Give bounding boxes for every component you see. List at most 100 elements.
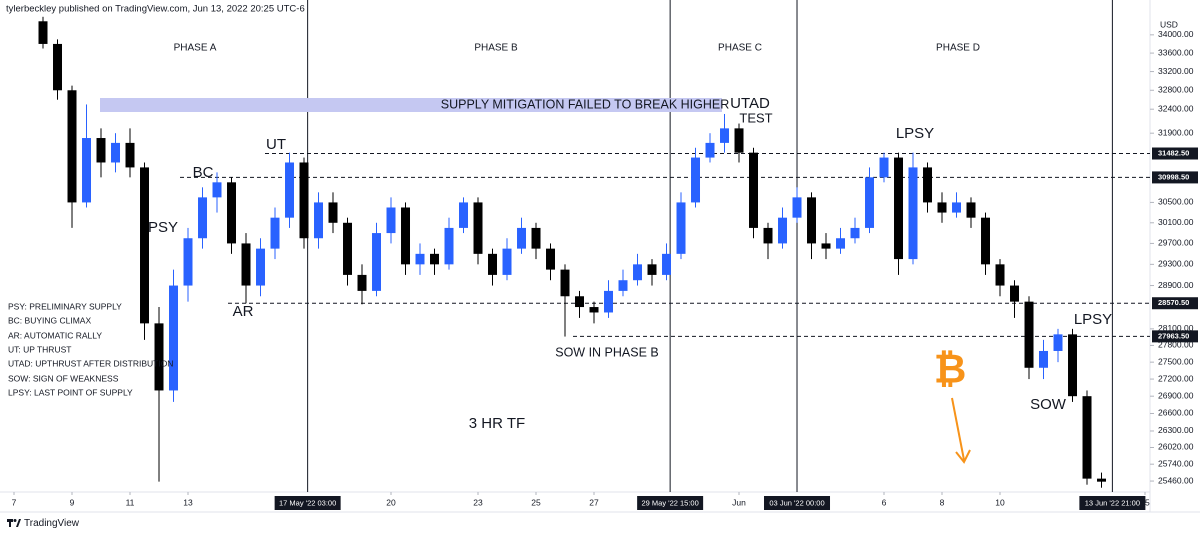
candle-body (546, 248, 556, 270)
y-tick-label: 29300.00 (1158, 259, 1194, 269)
candle-body (444, 227, 454, 265)
candle-body (357, 274, 367, 291)
candle-body (1097, 478, 1107, 482)
candle-body (589, 307, 599, 313)
candle-body (778, 217, 788, 244)
bitcoin-icon: ₿ (934, 348, 967, 392)
candle-body (415, 253, 425, 265)
candle-body (821, 243, 831, 249)
candle-body (952, 202, 962, 213)
candle-body (488, 253, 498, 275)
candle-body (459, 202, 469, 228)
y-tick-label: 26020.00 (1158, 442, 1194, 452)
phase-label: PHASE C (718, 43, 762, 54)
annotation: UT (266, 136, 286, 153)
price-level-badge (1152, 147, 1198, 160)
candle-body (705, 142, 715, 158)
candle-body (198, 197, 208, 239)
candle-body (1082, 396, 1092, 479)
y-tick-label: 27500.00 (1158, 356, 1194, 366)
legend-notes: PSY: PRELIMINARY SUPPLY BC: BUYING CLIMA… (8, 301, 173, 397)
price-level-label: 30998.50 (1158, 172, 1189, 181)
candle-body (734, 128, 744, 153)
candle-body (850, 227, 860, 239)
candle-body (923, 167, 933, 203)
candle-body (647, 264, 657, 275)
candle-body (386, 207, 396, 234)
annotation: AR (233, 303, 254, 320)
down-arrow (951, 397, 971, 464)
candle-body (502, 248, 512, 275)
candle-body (618, 280, 628, 291)
candle-body (140, 167, 150, 324)
y-tick-label: 27200.00 (1158, 373, 1194, 383)
annotation: UTAD (730, 95, 770, 112)
y-tick-label: 25740.00 (1158, 458, 1194, 468)
candle-body (531, 227, 541, 249)
x-marker-label: 17 May '22 03:00 (279, 498, 336, 507)
y-tick-label: 30500.00 (1158, 197, 1194, 207)
legend-note: AR: AUTOMATIC RALLY (8, 330, 102, 340)
candle-body (285, 162, 295, 218)
y-tick-label: 33600.00 (1158, 47, 1194, 57)
candle-body (38, 21, 48, 44)
background-layer (0, 0, 1154, 512)
candle-body (879, 157, 889, 178)
y-tick-label: 33200.00 (1158, 66, 1194, 76)
candle-body (111, 142, 121, 163)
candle-body (343, 222, 353, 275)
candle-body (169, 285, 179, 391)
y-tick-label: 25460.00 (1158, 475, 1194, 485)
candle-body (807, 197, 817, 244)
y-tick-label: 26900.00 (1158, 390, 1194, 400)
candle-body (183, 238, 193, 286)
candle-body (966, 202, 976, 218)
candle-body (575, 296, 585, 308)
legend-note: UTAD: UPTHRUST AFTER DISTRIBUTION (8, 358, 173, 368)
annotation: SOW (1030, 396, 1067, 413)
candle-body (241, 243, 251, 286)
candle-body (662, 253, 672, 275)
x-tick-label: 7 (12, 497, 17, 507)
footer-brand: TradingView (24, 518, 80, 529)
candle-body (372, 233, 382, 291)
candle-body (430, 253, 440, 265)
y-tick-label: 32800.00 (1158, 85, 1194, 95)
candle-body (67, 90, 77, 203)
candle-body (792, 197, 802, 218)
candle-body (125, 142, 135, 168)
candle-body (1039, 350, 1049, 368)
candle-body (1010, 285, 1020, 302)
candle-body (314, 202, 324, 239)
x-tick-label: 13 (183, 497, 193, 507)
candles (38, 16, 1107, 488)
price-level-label: 27963.50 (1158, 331, 1189, 340)
price-level-badge (1152, 297, 1198, 310)
candle-body (995, 264, 1005, 286)
candle-body (720, 128, 730, 143)
y-tick-label: 27800.00 (1158, 340, 1194, 350)
candle-body (154, 323, 164, 391)
x-tick-label: 10 (995, 497, 1005, 507)
x-marker-label: 03 Jun '22 00:00 (769, 498, 824, 507)
price-level-badge (1152, 171, 1198, 184)
candle-body (749, 152, 759, 228)
y-tick-label: 26600.00 (1158, 408, 1194, 418)
candle-body (1024, 301, 1034, 368)
candle-body (256, 248, 266, 286)
x-tick-label: 25 (531, 497, 541, 507)
annotation: PSY (148, 219, 178, 236)
x-marker-badge (1079, 496, 1146, 510)
candle-body (227, 182, 237, 244)
candle-body (691, 157, 701, 203)
annotation: SUPPLY MITIGATION FAILED TO BREAK HIGHER (441, 97, 730, 111)
candle-body (604, 290, 614, 313)
publisher-header: tylerbeckley published on TradingView.co… (6, 4, 305, 15)
price-level-label: 28570.50 (1158, 298, 1189, 307)
candle-body (299, 162, 309, 239)
x-tick-label: 23 (473, 497, 483, 507)
annotation: LPSY (896, 125, 934, 142)
candle-body (865, 177, 875, 228)
candle-body (836, 238, 846, 249)
